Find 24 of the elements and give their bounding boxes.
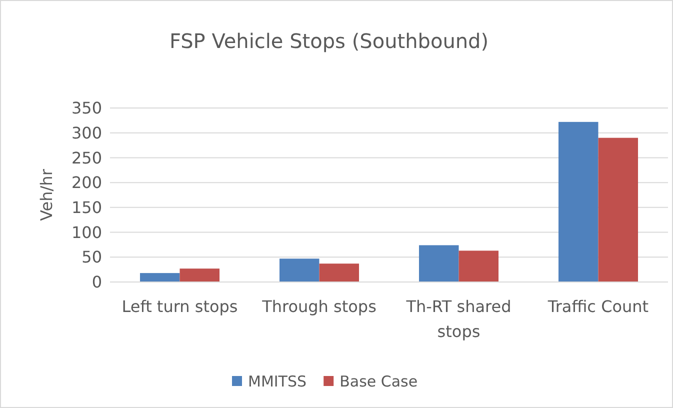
y-tick-label: 350 — [71, 98, 102, 118]
bar — [598, 138, 638, 282]
bar — [180, 268, 220, 282]
x-tick-label: Traffic Count — [546, 297, 649, 316]
bar — [279, 258, 320, 282]
x-tick-label: Th-RT shared stops — [405, 297, 512, 341]
bar — [458, 250, 499, 282]
y-tick-label: 100 — [71, 222, 102, 242]
chart-title: FSP Vehicle Stops (Southbound) — [169, 29, 489, 53]
y-tick-label: 250 — [71, 148, 102, 168]
legend-label: MMITSS — [248, 372, 307, 390]
bar — [558, 122, 598, 282]
bar — [418, 245, 459, 282]
x-tick-label: Through stops — [261, 297, 376, 316]
y-axis-title: Veh/hr — [37, 168, 56, 221]
bar — [319, 264, 360, 282]
y-tick-label: 50 — [82, 248, 102, 267]
y-tick-label: 150 — [71, 198, 102, 218]
x-tick-label: Left turn stops — [122, 297, 238, 316]
y-tick-label: 200 — [71, 173, 102, 192]
y-tick-label: 0 — [92, 272, 102, 292]
y-tick-label: 300 — [71, 123, 102, 142]
bar — [140, 273, 180, 282]
legend-label: Base Case — [340, 372, 418, 390]
